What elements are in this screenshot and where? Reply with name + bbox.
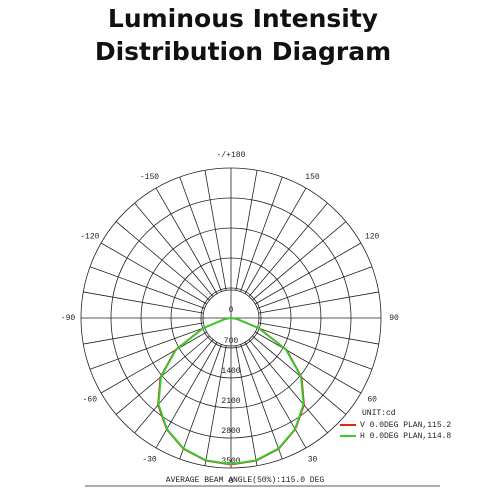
legend-title: UNIT:cd	[362, 409, 396, 418]
chart-title: Luminous Intensity	[108, 4, 378, 33]
theta-tick-label: 90	[389, 314, 399, 323]
spoke	[134, 339, 214, 434]
theta-tick-label: -150	[140, 173, 159, 182]
chart-title: Distribution Diagram	[95, 37, 391, 66]
legend-label: H 0.0DEG PLAN,114.8	[360, 432, 451, 441]
spoke	[248, 202, 328, 297]
theta-tick-label: 150	[305, 173, 320, 182]
spoke	[244, 342, 307, 449]
spoke	[155, 342, 218, 449]
legend-label: V 0.0DEG PLAN,115.2	[360, 421, 451, 430]
spoke	[258, 291, 379, 314]
spoke	[155, 187, 218, 294]
spoke	[115, 221, 210, 301]
theta-tick-label: 120	[365, 233, 380, 242]
spoke	[179, 176, 222, 292]
spoke	[83, 322, 204, 345]
spoke	[89, 266, 205, 309]
spoke	[257, 266, 373, 309]
spoke	[204, 345, 227, 466]
spoke	[240, 344, 283, 460]
spoke	[179, 344, 222, 460]
theta-tick-label: -/+180	[217, 151, 246, 160]
spoke	[100, 242, 207, 305]
spoke	[257, 327, 373, 370]
spoke	[235, 170, 258, 291]
spoke	[244, 187, 307, 294]
spoke	[235, 345, 258, 466]
theta-tick-label: 60	[367, 396, 377, 405]
spoke	[258, 322, 379, 345]
theta-tick-label: -60	[83, 396, 98, 405]
spoke	[134, 202, 214, 297]
spoke	[89, 327, 205, 370]
theta-tick-label: 30	[308, 455, 318, 464]
spoke	[248, 339, 328, 434]
theta-tick-label: -90	[61, 314, 76, 323]
theta-tick-label: -30	[142, 455, 157, 464]
spoke	[255, 331, 362, 394]
theta-tick-label: 0	[229, 477, 234, 486]
spoke	[204, 170, 227, 291]
spoke	[83, 291, 204, 314]
annotation: AVERAGE BEAM ANGLE(50%):115.0 DEG	[166, 476, 325, 485]
spoke	[252, 221, 347, 301]
spoke	[255, 242, 362, 305]
spoke	[240, 176, 283, 292]
series-line	[157, 317, 305, 466]
theta-tick-label: -120	[80, 233, 99, 242]
spoke	[100, 331, 207, 394]
